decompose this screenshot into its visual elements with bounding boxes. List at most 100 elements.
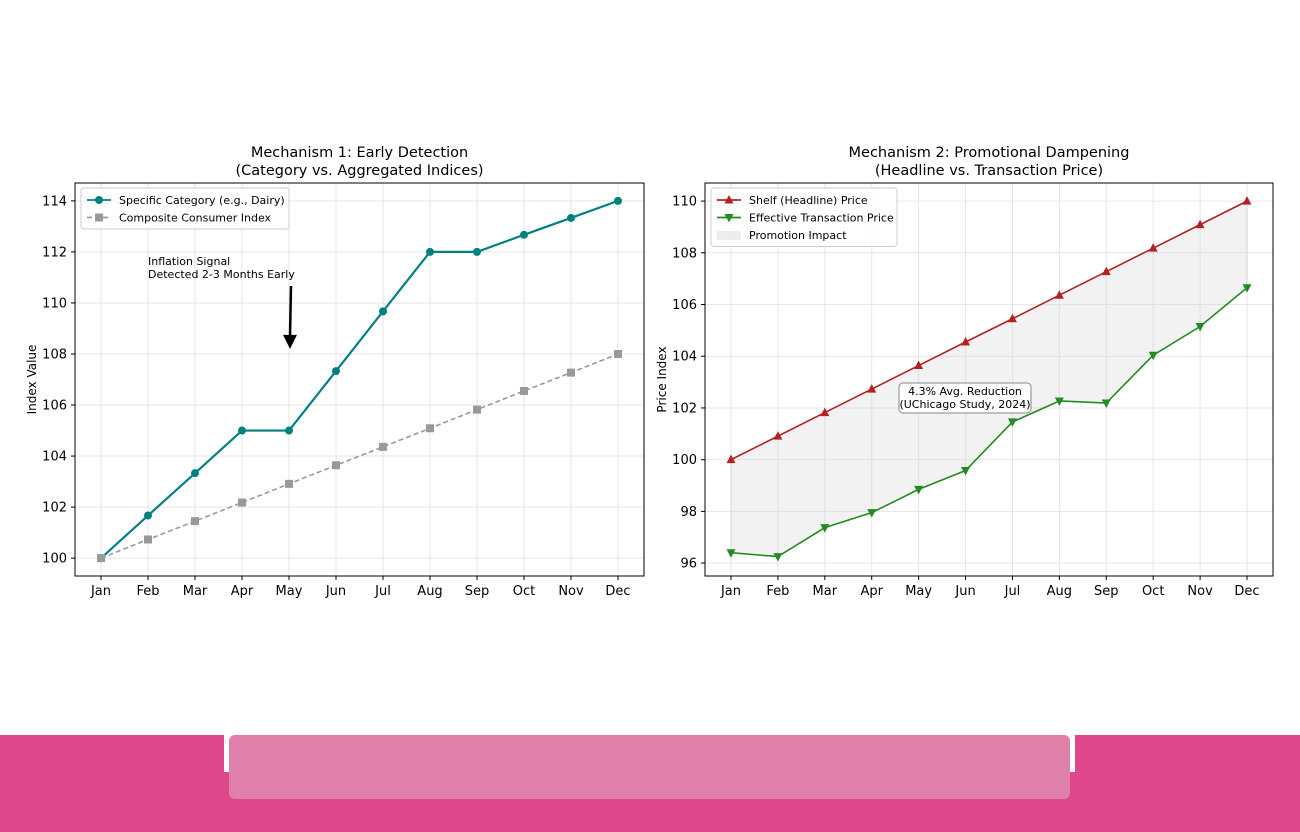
x-tick-label: Feb: [766, 584, 789, 599]
y-tick-label: 106: [42, 399, 67, 414]
x-tick-label: Jul: [1004, 584, 1021, 599]
legend-label: Composite Consumer Index: [119, 212, 272, 225]
plot-frame: [74, 182, 645, 577]
data-point: [1007, 313, 1017, 323]
data-point: [144, 511, 152, 520]
data-point: [144, 535, 152, 544]
legend-marker: [95, 196, 103, 204]
series-line-1: [730, 200, 1248, 461]
data-point: [285, 479, 293, 488]
x-tick-label: Jul: [374, 584, 391, 599]
footer-left-tab: [0, 735, 224, 772]
chart-2: Jan Feb Mar Apr May Jun Jul Aug Sep Oct Nov Dec 96 98…: [655, 145, 1274, 599]
data-point: [773, 431, 783, 440]
annotation-text: Detected 2-3 Months Early: [148, 268, 295, 281]
data-point: [1242, 284, 1252, 293]
x-tick-label: Apr: [231, 584, 254, 599]
data-point: [961, 337, 971, 346]
x-tick-label: May: [905, 584, 932, 599]
x-tick-label: Jun: [325, 584, 346, 599]
annotation-box: [898, 382, 1032, 414]
data-point: [1195, 219, 1205, 229]
chart-subtitle: (Category vs. Aggregated Indices): [235, 163, 483, 179]
data-point: [867, 384, 877, 393]
y-tick-label: 106: [672, 298, 697, 313]
data-point: [379, 307, 387, 316]
legend-marker: [724, 195, 734, 204]
legend-label: Specific Category (e.g., Dairy): [119, 194, 285, 207]
x-tick-label: Dec: [1234, 584, 1259, 599]
data-point: [426, 424, 434, 433]
y-tick-label: 110: [42, 296, 67, 311]
x-tick-label: Jun: [954, 584, 975, 599]
x-tick-label: Aug: [1047, 584, 1072, 599]
data-point: [97, 554, 105, 563]
y-tick-label: 114: [42, 194, 67, 209]
x-tick-label: Jan: [720, 584, 741, 599]
x-tick-label: Apr: [860, 584, 883, 599]
annotation-text: Inflation Signal: [148, 255, 230, 268]
legend: Shelf (Headline) Price Effective Transact…: [710, 187, 898, 247]
y-tick-label: 98: [680, 505, 697, 520]
series-line-2: [730, 287, 1248, 558]
legend-label: Effective Transaction Price: [749, 212, 894, 225]
legend-marker: [95, 213, 103, 222]
legend-marker: [724, 214, 734, 223]
data-point: [1054, 290, 1064, 299]
legend: Specific Category (e.g., Dairy) Composite…: [80, 187, 290, 230]
series-line-2: [100, 353, 619, 559]
data-point: [238, 498, 246, 507]
data-point: [520, 386, 528, 395]
data-point: [726, 549, 736, 558]
data-point: [773, 553, 783, 562]
y-tick-label: 110: [672, 195, 697, 210]
y-tick-label: 104: [42, 450, 67, 465]
data-point: [191, 469, 199, 478]
y-axis-label: Index Value: [25, 345, 39, 415]
x-tick-label: Feb: [136, 584, 159, 599]
data-point: [285, 426, 293, 435]
series-line-1: [100, 199, 619, 559]
y-tick-label: 104: [672, 350, 697, 365]
y-tick-label: 108: [42, 347, 67, 362]
footer-right-tab: [1075, 735, 1300, 772]
x-tick-label: Oct: [513, 584, 535, 599]
data-point: [473, 405, 481, 414]
x-tick-label: Nov: [558, 584, 584, 599]
y-tick-label: 102: [42, 501, 67, 516]
data-point: [1242, 196, 1252, 205]
promotion-impact-fill: [730, 200, 1248, 558]
legend-box: [710, 187, 898, 247]
data-point: [1054, 397, 1064, 406]
x-tick-label: Jan: [90, 584, 111, 599]
x-tick-label: Nov: [1187, 584, 1213, 599]
data-point: [1195, 322, 1205, 332]
x-tick-label: Oct: [1142, 584, 1164, 599]
data-point: [1007, 418, 1017, 427]
arrow-head-icon: [283, 334, 297, 349]
legend-label: Shelf (Headline) Price: [749, 194, 868, 207]
chart-1: Jan Feb Mar Apr May Jun Jul Aug Sep Oct Nov Dec 100 1…: [25, 145, 645, 599]
data-point: [1148, 243, 1158, 252]
chart-title: Mechanism 2: Promotional Dampening: [849, 145, 1130, 161]
y-tick-label: 112: [42, 245, 67, 260]
data-point: [820, 524, 830, 533]
y-tick-label: 102: [672, 401, 697, 416]
data-point: [914, 360, 924, 370]
footer-panel: [229, 735, 1070, 799]
data-point: [567, 368, 575, 377]
data-point: [614, 196, 622, 205]
y-tick-label: 100: [42, 552, 67, 567]
data-point: [614, 349, 622, 358]
data-point: [1148, 351, 1158, 361]
y-axis-label: Price Index: [655, 346, 669, 412]
x-tick-label: Aug: [417, 584, 442, 599]
y-tick-label: 108: [672, 246, 697, 261]
data-point: [867, 509, 877, 518]
x-tick-label: May: [276, 584, 303, 599]
y-tick-label: 96: [680, 557, 697, 572]
data-point: [332, 461, 340, 470]
data-point: [473, 247, 481, 256]
data-point: [520, 230, 528, 239]
